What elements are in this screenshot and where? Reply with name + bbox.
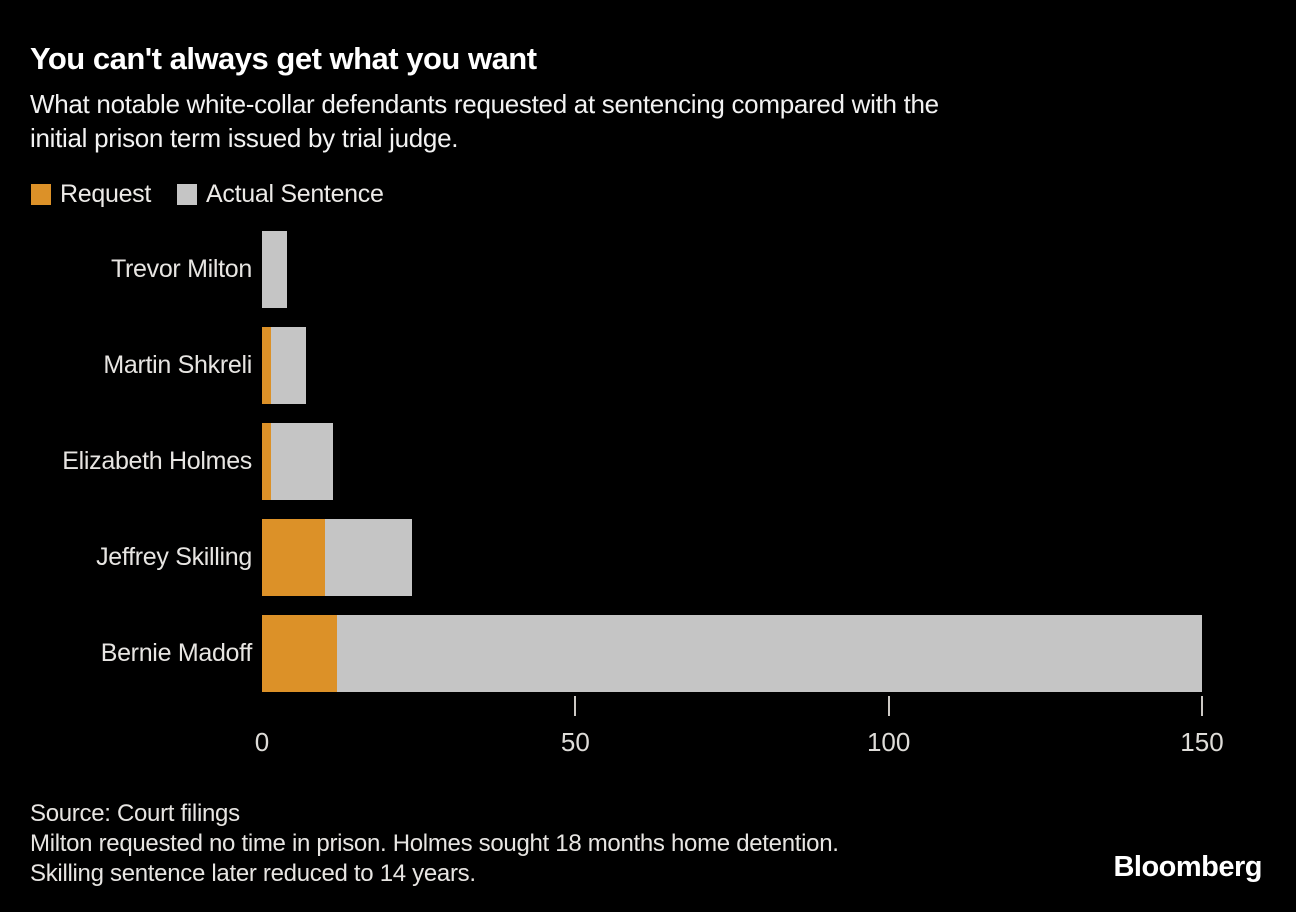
- chart-subtitle-line1: What notable white-collar defendants req…: [30, 89, 939, 119]
- row-label: Elizabeth Holmes: [62, 447, 252, 475]
- chart-subtitle-line2: initial prison term issued by trial judg…: [30, 123, 459, 153]
- row-label: Trevor Milton: [110, 255, 252, 283]
- bar-request: [262, 423, 272, 500]
- bar-request: [262, 519, 325, 596]
- gray-swatch-icon: [177, 184, 198, 205]
- legend-label: Actual Sentence: [206, 180, 384, 208]
- source-note: Source: Court filings: [30, 800, 240, 827]
- x-axis-tick: [887, 696, 890, 716]
- legend-label: Request: [60, 180, 152, 208]
- x-axis-tick-label: 100: [866, 727, 911, 757]
- footnotes: Milton requested no time in prison. Holm…: [30, 829, 839, 889]
- bloomberg-logo: Bloomberg: [1113, 851, 1262, 883]
- x-axis-tick-label: 150: [1180, 727, 1224, 757]
- x-axis-tick-label: 50: [560, 727, 590, 757]
- legend-item: Request: [31, 180, 151, 209]
- legend-item: Actual Sentence: [177, 180, 384, 209]
- row-label: Jeffrey Skilling: [96, 543, 252, 571]
- chart-title: You can't always get what you want: [30, 41, 537, 76]
- chart-subtitle: What notable white-collar defendants req…: [30, 87, 939, 155]
- bar-actual-sentence: [262, 231, 288, 308]
- footnote-line: Skilling sentence later reduced to 14 ye…: [30, 860, 476, 887]
- bar-request: [262, 615, 338, 692]
- chart-legend: Request Actual Sentence: [31, 180, 384, 209]
- row-label: Bernie Madoff: [100, 639, 253, 667]
- footnote-line: Milton requested no time in prison. Holm…: [30, 830, 839, 857]
- bar-actual-sentence: [262, 423, 333, 500]
- bar-actual-sentence: [262, 615, 1202, 692]
- x-axis-tick: [1201, 696, 1203, 716]
- x-axis-tick-label: 0: [254, 727, 270, 757]
- x-axis-tick: [574, 696, 577, 716]
- bar-request: [262, 327, 272, 404]
- row-label: Martin Shkreli: [103, 351, 252, 379]
- orange-swatch-icon: [31, 184, 51, 205]
- chart-footer: Source: Court filings Milton requested n…: [30, 799, 839, 889]
